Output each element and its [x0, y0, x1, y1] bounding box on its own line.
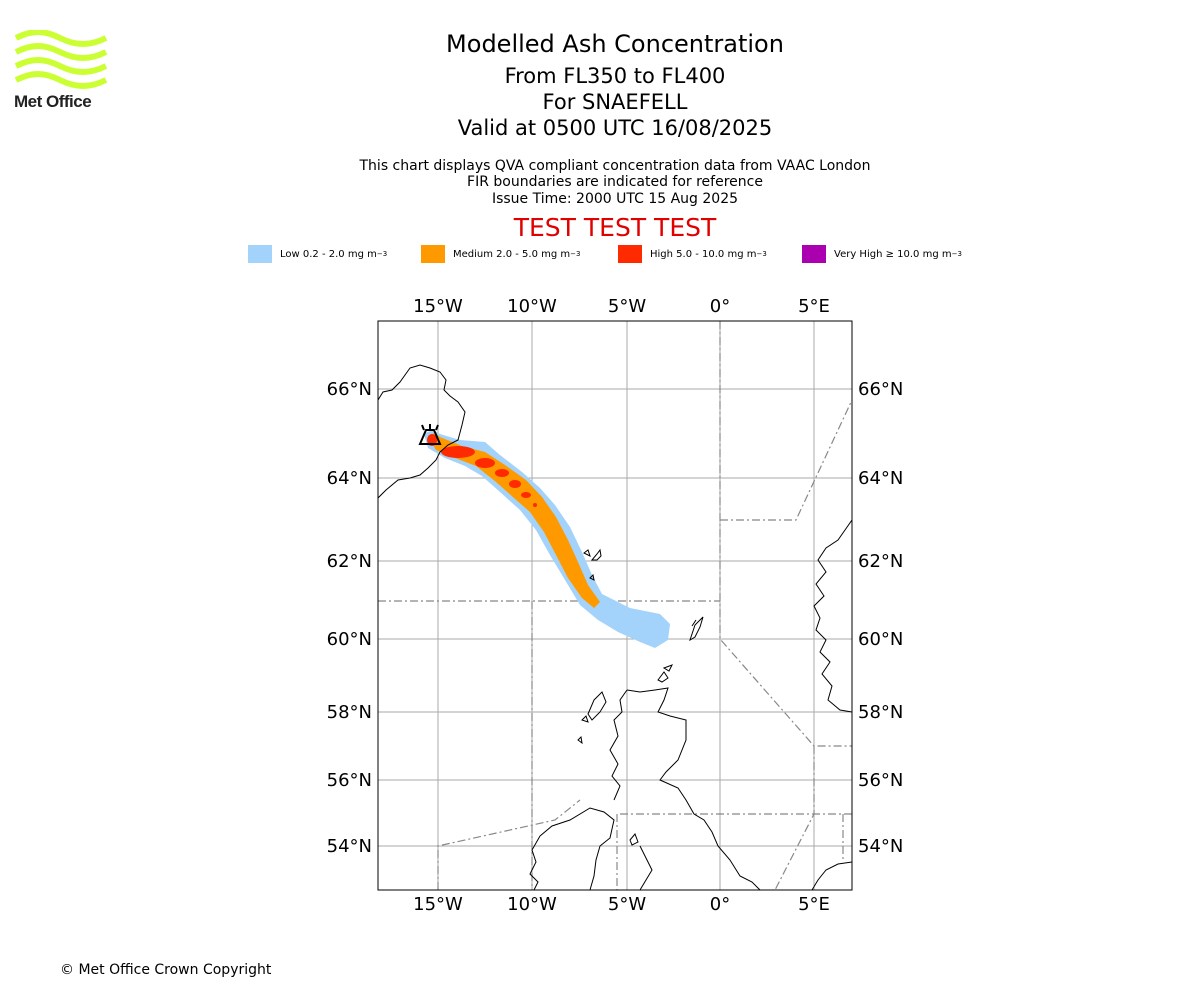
lat-label-right: 60°N: [858, 629, 903, 650]
lat-label-left: 60°N: [327, 629, 372, 650]
met-office-logo: Met Office: [14, 29, 109, 116]
legend-label-very-high: Very High ≥ 10.0 mg m: [834, 248, 952, 260]
lon-label-top: 5°W: [608, 296, 646, 317]
lon-label-bottom: 5°E: [798, 894, 830, 915]
legend-item-very-high: Very High ≥ 10.0 mg m −3: [802, 244, 962, 264]
lon-label-top: 0°: [710, 296, 730, 317]
met-office-waves-icon: [14, 29, 108, 89]
ash-plume-low: [424, 431, 670, 648]
lat-label-right: 58°N: [858, 702, 903, 723]
met-office-logo-text: Met Office: [14, 92, 92, 111]
legend-item-low: Low 0.2 - 2.0 mg m −3: [248, 244, 387, 264]
qva-note: This chart displays QVA compliant concen…: [359, 158, 871, 174]
lat-label-right: 54°N: [858, 836, 903, 857]
lon-label-top: 15°W: [413, 296, 463, 317]
legend-swatch-medium: [421, 245, 445, 263]
lat-label-right: 64°N: [858, 468, 903, 489]
lat-label-right: 66°N: [858, 379, 903, 400]
lat-label-left: 66°N: [327, 379, 372, 400]
lon-label-bottom: 10°W: [507, 894, 557, 915]
legend-swatch-high: [618, 245, 642, 263]
lat-label-right: 56°N: [858, 770, 903, 791]
legend-swatch-low: [248, 245, 272, 263]
legend-label-high: High 5.0 - 10.0 mg m: [650, 248, 757, 260]
lat-label-left: 58°N: [327, 702, 372, 723]
issue-time: Issue Time: 2000 UTC 15 Aug 2025: [491, 191, 739, 207]
lat-label-left: 64°N: [327, 468, 372, 489]
copyright-notice: © Met Office Crown Copyright: [60, 962, 272, 978]
lon-label-bottom: 0°: [710, 894, 730, 915]
map-frame: [377, 320, 853, 891]
fir-boundaries: [378, 321, 852, 890]
lon-label-bottom: 15°W: [413, 894, 463, 915]
lon-label-top: 10°W: [507, 296, 557, 317]
chart-title: Modelled Ash Concentration: [446, 30, 784, 58]
volcano-icon: [418, 424, 442, 445]
lat-label-left: 62°N: [327, 551, 372, 572]
lon-label-bottom: 5°W: [608, 894, 646, 915]
legend-swatch-very-high: [802, 245, 826, 263]
lat-label-right: 62°N: [858, 551, 903, 572]
legend-label-low: Low 0.2 - 2.0 mg m: [280, 248, 377, 260]
legend-label-medium: Medium 2.0 - 5.0 mg m: [453, 248, 571, 260]
volcano-name: For SNAEFELL: [542, 90, 688, 114]
coastlines: [378, 364, 852, 890]
legend-item-medium: Medium 2.0 - 5.0 mg m −3: [421, 244, 580, 264]
lat-label-left: 56°N: [327, 770, 372, 791]
valid-time: Valid at 0500 UTC 16/08/2025: [457, 116, 773, 140]
flight-level-range: From FL350 to FL400: [504, 64, 726, 88]
fir-note: FIR boundaries are indicated for referen…: [467, 174, 763, 190]
lon-label-top: 5°E: [798, 296, 830, 317]
lat-label-left: 54°N: [327, 836, 372, 857]
test-banner: TEST TEST TEST: [513, 213, 717, 242]
legend-item-high: High 5.0 - 10.0 mg m −3: [618, 244, 767, 264]
